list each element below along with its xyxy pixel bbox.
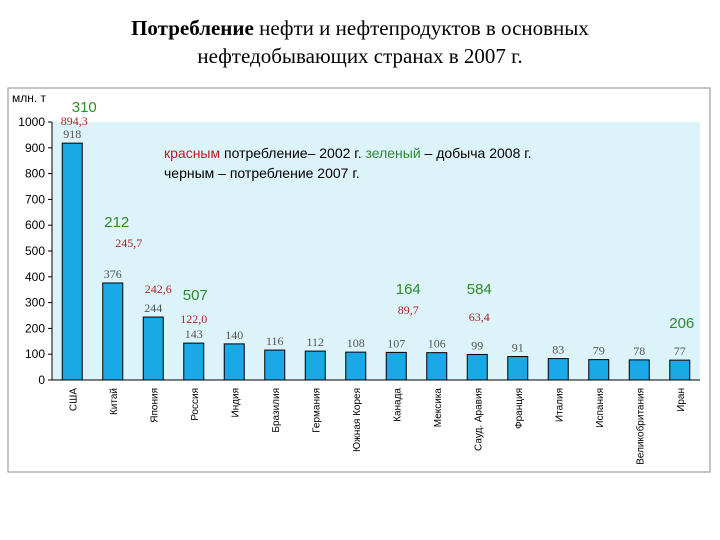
title-line-1-rest: нефти и нефтепродуктов в основных [259,16,589,40]
annotation-label: 894,3 [61,114,88,128]
chart-title: Потребление нефти и нефтепродуктов в осн… [60,14,660,70]
bar-8 [385,351,407,381]
y-tick-label: 800 [25,167,45,181]
y-tick-label: 0 [38,373,45,387]
legend-red-word: красным [164,145,220,161]
bar-2 [142,316,164,381]
bar-value-label: 106 [428,337,446,351]
title-line-1: Потребление нефти и нефтепродуктов в осн… [60,14,660,42]
bar-value-label: 116 [266,334,284,348]
bar-1 [102,282,124,381]
title-line-2: нефтедобывающих странах в 2007 г. [197,44,523,68]
bar-value-label: 376 [104,267,122,281]
annotation-label: 507 [183,287,208,304]
bar-7 [345,351,367,381]
category-label: Германия [311,388,322,433]
y-tick-label: 700 [25,192,45,206]
bar-value-label: 99 [471,338,483,352]
bar-14 [628,359,650,381]
bar-13 [588,359,610,381]
annotation-label: 242,6 [145,282,172,296]
bar-value-label: 77 [674,344,686,358]
category-label: Сауд. Аравия [473,388,484,451]
legend-red-text: потребление– 2002 г. [220,145,365,161]
bar-9 [426,352,448,381]
bar-value-label: 91 [512,341,524,355]
category-label: Китай [109,388,120,415]
y-tick-label: 600 [25,218,45,232]
annotation-label: 206 [669,315,694,332]
annotation-label: 584 [467,281,492,298]
title-bold-word: Потребление [131,16,254,40]
annotation-label: 212 [104,214,129,231]
bar-5 [264,349,286,381]
bar-value-label: 78 [633,344,645,358]
bar-value-label: 918 [63,127,81,141]
bar-3 [183,342,205,381]
category-label: Иран [676,388,687,412]
category-label: Испания [595,388,606,428]
y-tick-label: 500 [25,244,45,258]
y-tick-label: 900 [25,141,45,155]
y-tick-label: 400 [25,270,45,284]
category-label: Великобритания [634,388,646,465]
annotation-label: 63,4 [469,310,490,324]
category-label: Франция [514,388,525,429]
y-tick-label: 200 [25,321,45,335]
category-label: Индия [230,388,241,418]
bar-0 [61,142,83,381]
bar-value-label: 83 [552,343,564,357]
annotation-label: 122,0 [180,312,207,326]
bar-value-label: 112 [306,335,324,349]
bar-value-label: 108 [347,336,365,350]
category-label: Япония [149,388,160,423]
legend-line-1: красным потребление– 2002 г. зеленый – д… [164,145,532,161]
category-label: Южная Корея [352,388,363,452]
bar-4 [223,343,245,381]
category-label: Бразилия [271,388,282,433]
annotation-label: 245,7 [115,236,142,250]
y-tick-label: 100 [25,347,45,361]
annotation-label: 164 [396,281,421,298]
category-label: Мексика [433,388,444,428]
y-tick-label: 300 [25,296,45,310]
bar-6 [304,350,326,381]
category-label: Россия [190,388,201,421]
legend-line-2: черным – потребление 2007 г. [164,165,360,181]
bar-value-label: 107 [387,336,405,350]
annotation-label: 310 [72,99,97,116]
category-labels: США Китай Япония Россия Индия Бразилия Германи… [68,388,687,465]
category-label: Италия [554,388,565,422]
category-label: США [68,388,79,411]
bar-value-label: 79 [593,344,605,358]
bar-value-label: 140 [225,328,243,342]
y-axis-unit: млн. т [12,91,47,105]
y-tick-label: 1000 [18,115,45,129]
legend-green-word: зеленый [365,145,420,161]
bar-10 [466,353,488,381]
bar-11 [507,356,529,381]
bar-12 [547,358,569,381]
bar-value-label: 244 [144,301,162,315]
bar-value-label: 143 [185,327,203,341]
annotation-label: 89,7 [398,303,419,317]
category-label: Канада [392,388,403,422]
bar-15 [669,359,691,381]
legend-green-text: – добыча 2008 г. [421,145,532,161]
bars [61,142,691,381]
value-labels: 918 376 244 143 140 116 112 108 107 106 99 91 83 79 78… [63,127,686,358]
